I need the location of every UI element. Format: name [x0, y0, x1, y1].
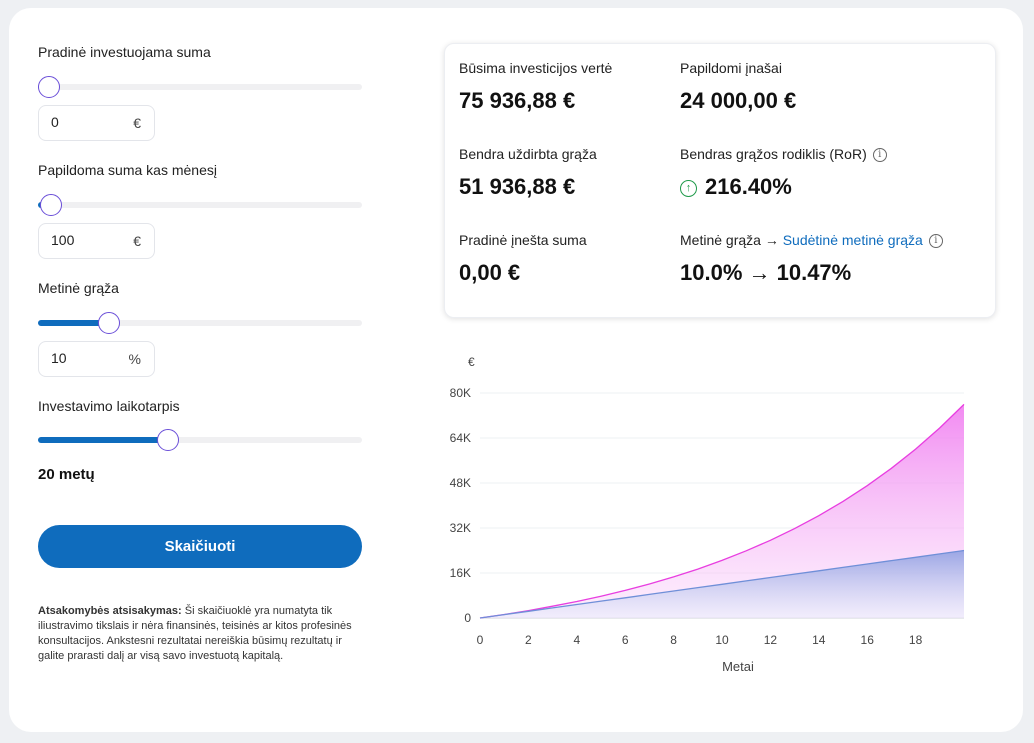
slider-thumb[interactable] — [40, 194, 62, 216]
y-tick-label: 64K — [450, 431, 471, 445]
percent-unit: % — [128, 351, 141, 367]
arrow-up-icon: ↑ — [680, 180, 697, 197]
disclaimer-title: Atsakomybės atsisakymas: — [38, 605, 182, 617]
slider-thumb[interactable] — [98, 312, 120, 334]
annual-return-label: Metinė grąža — [38, 280, 119, 296]
investment-period-slider[interactable] — [38, 429, 362, 451]
slider-thumb[interactable] — [38, 76, 60, 98]
annual-return-result-label: Metinė grąža → — [680, 232, 779, 248]
x-tick-label: 14 — [812, 633, 826, 647]
contributions-label: Papildomi įnašai — [680, 60, 782, 76]
contributions-value: 24 000,00 € — [680, 88, 797, 113]
x-tick-label: 16 — [861, 633, 875, 647]
contributions-line — [479, 549, 965, 619]
annual-return-slider[interactable] — [38, 312, 362, 334]
slider-fill — [38, 320, 109, 326]
euro-unit: € — [133, 115, 141, 131]
monthly-amount-label: Papildoma suma kas mėnesį — [38, 162, 217, 178]
monthly-amount-field[interactable]: € — [38, 223, 155, 259]
initial-amount-slider[interactable] — [38, 76, 362, 98]
info-icon[interactable]: i — [928, 234, 943, 249]
investment-period-value: 20 metų — [38, 466, 95, 483]
x-tick-label: 4 — [573, 633, 580, 647]
y-tick-label: 16K — [450, 566, 471, 580]
total-value-line — [479, 403, 965, 619]
x-axis-label: Metai — [722, 659, 754, 674]
y-axis-label: € — [468, 355, 475, 369]
slider-fill — [38, 437, 168, 443]
total-return-value: 51 936,88 € — [459, 174, 576, 199]
growth-chart: € Metai 0 16K 32K 48K 64K 80K 0 2 4 6 8 10 12 14 16 18 — [450, 355, 965, 674]
ror-value-row: ↑ 216.40% — [680, 174, 792, 200]
y-tick-label: 32K — [450, 521, 471, 535]
disclaimer: Atsakomybės atsisakymas: Ši skaičiuoklė … — [38, 604, 368, 664]
future-value-label: Būsima investicijos vertė — [459, 60, 613, 76]
calculate-button[interactable]: Skaičiuoti — [38, 525, 362, 568]
ror-label-row: Bendras grąžos rodiklis (RoR) i — [680, 146, 887, 163]
monthly-amount-slider[interactable] — [38, 194, 362, 216]
x-tick-label: 2 — [525, 633, 532, 647]
info-icon[interactable]: i — [872, 148, 887, 163]
ror-value: 216.40% — [705, 174, 792, 199]
total-value-area — [480, 404, 964, 618]
x-tick-label: 8 — [670, 633, 677, 647]
initial-amount-label: Pradinė investuojama suma — [38, 44, 211, 60]
x-tick-label: 6 — [622, 633, 629, 647]
x-tick-label: 0 — [477, 633, 484, 647]
ror-label: Bendras grąžos rodiklis (RoR) — [680, 146, 867, 162]
x-tick-label: 10 — [715, 633, 729, 647]
x-tick-label: 12 — [764, 633, 778, 647]
y-tick-label: 80K — [450, 386, 471, 400]
euro-unit: € — [133, 233, 141, 249]
initial-deposit-value: 0,00 € — [459, 260, 521, 285]
y-tick-label: 48K — [450, 476, 471, 490]
monthly-amount-input[interactable] — [51, 232, 121, 248]
annual-return-field[interactable]: % — [38, 341, 155, 377]
future-value: 75 936,88 € — [459, 88, 576, 113]
annual-return-input[interactable] — [51, 350, 121, 366]
initial-deposit-label: Pradinė įnešta suma — [459, 232, 587, 248]
investment-period-label: Investavimo laikotarpis — [38, 398, 180, 414]
y-tick-label: 0 — [464, 611, 471, 625]
annual-return-value: 10.0% → 10.47% — [680, 260, 852, 285]
slider-thumb[interactable] — [157, 429, 179, 451]
annual-return-row: Metinė grąža → Sudėtinė metinė grąža i — [680, 232, 943, 249]
total-return-label: Bendra uždirbta grąža — [459, 146, 597, 162]
disclaimer-text: Ši skaičiuoklė yra numatyta tik iliustra… — [38, 605, 352, 662]
initial-amount-input[interactable] — [51, 114, 121, 130]
results-panel: Būsima investicijos vertė 75 936,88 € Pa… — [444, 43, 996, 318]
compound-return-link[interactable]: Sudėtinė metinė grąža — [782, 232, 923, 248]
x-tick-label: 18 — [909, 633, 923, 647]
initial-amount-field[interactable]: € — [38, 105, 155, 141]
